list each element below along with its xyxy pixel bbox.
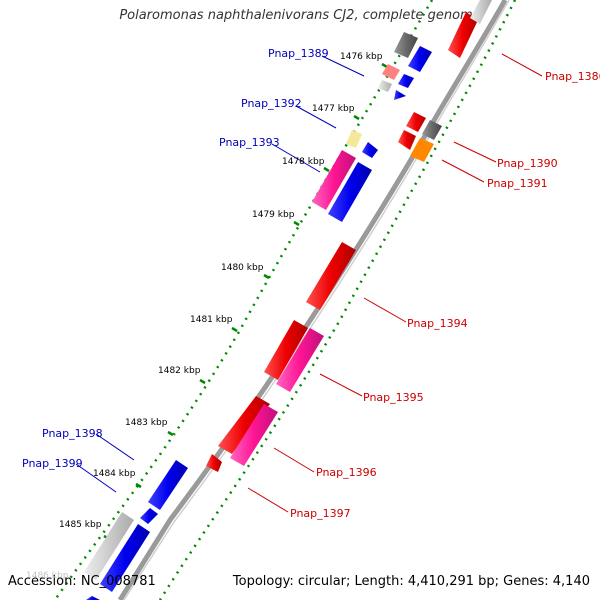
map-title: Polaromonas naphthalenivorans CJ2, compl…	[119, 8, 481, 23]
accession-text: Accession: NC_008781	[8, 574, 156, 589]
leader-pnap-1391	[441, 159, 485, 183]
kbp-label-group: 1476 kbp 1477 kbp 1478 kbp 1479 kbp 1480…	[26, 52, 383, 581]
gene-pnap-1399[interactable]	[140, 508, 158, 524]
gene-label[interactable]: Pnap_1399	[22, 457, 83, 470]
forward-label-group: Pnap_1389 Pnap_1392 Pnap_1393 Pnap_1398 …	[22, 47, 329, 470]
gene-pnap-1395-a[interactable]	[264, 320, 308, 380]
kbp-major-tick	[231, 326, 238, 333]
kbp-major-tick	[263, 273, 270, 280]
leader-pnap-1386	[501, 53, 543, 77]
kbp-label: 1484 kbp	[93, 469, 136, 479]
gene-pnap-1396[interactable]	[230, 404, 278, 466]
gene-blue-small[interactable]	[394, 90, 406, 100]
gene-gray-top[interactable]	[394, 32, 418, 58]
gene-pnap-1395[interactable]	[276, 328, 324, 392]
leader-pnap-1395	[319, 373, 363, 397]
reverse-gene-group	[206, 0, 492, 472]
kbp-label: 1481 kbp	[190, 315, 233, 325]
leader-line-group	[75, 53, 543, 513]
gene-blue-1399[interactable]	[100, 524, 150, 592]
gene-label[interactable]: Pnap_1391	[487, 177, 548, 190]
gene-label[interactable]: Pnap_1397	[290, 507, 351, 520]
gene-label[interactable]: Pnap_1394	[407, 317, 468, 330]
gene-pnap-1392[interactable]	[346, 130, 362, 148]
forward-gene-group	[84, 32, 432, 600]
outer-tick-track	[53, 0, 434, 600]
kbp-label: 1477 kbp	[312, 104, 355, 114]
kbp-label: 1476 kbp	[340, 52, 383, 62]
gene-pnap-1389[interactable]	[382, 64, 400, 80]
gene-pnap-1386[interactable]	[448, 12, 478, 58]
kbp-major-tick	[199, 378, 206, 385]
kbp-major-tick	[353, 114, 360, 121]
leader-pnap-1399	[75, 463, 117, 493]
gene-label[interactable]: Pnap_1393	[219, 136, 280, 149]
kbp-label: 1483 kbp	[125, 418, 168, 428]
gene-label[interactable]: Pnap_1392	[241, 97, 302, 110]
kbp-major-tick	[293, 220, 300, 227]
gene-blue-bottom[interactable]	[86, 596, 100, 600]
reverse-label-group: Pnap_1386 Pnap_1390 Pnap_1391 Pnap_1394 …	[290, 70, 600, 520]
topology-text: Topology: circular; Length: 4,410,291 bp…	[232, 574, 590, 589]
gene-label[interactable]: Pnap_1390	[497, 157, 558, 170]
gene-label[interactable]: Pnap_1389	[268, 47, 329, 60]
gene-pnap-1390[interactable]	[406, 112, 426, 132]
gene-label[interactable]: Pnap_1396	[316, 466, 377, 479]
kbp-label: 1478 kbp	[282, 157, 325, 167]
gene-blue-1389[interactable]	[398, 74, 414, 88]
gene-blue-1392[interactable]	[362, 142, 378, 158]
kbp-label: 1485 kbp	[59, 520, 102, 530]
gene-blue-1393[interactable]	[328, 162, 372, 222]
gene-red-small[interactable]	[398, 130, 416, 150]
leader-pnap-1397	[247, 487, 289, 513]
gene-light-1389[interactable]	[378, 80, 392, 92]
gene-light-1399[interactable]	[84, 512, 134, 580]
kbp-major-tick	[381, 62, 388, 69]
gene-pnap-1398[interactable]	[148, 460, 188, 510]
gene-label[interactable]: Pnap_1395	[363, 391, 424, 404]
leader-pnap-1392	[295, 105, 337, 129]
kbp-major-tick	[323, 166, 330, 173]
leader-pnap-1398	[95, 433, 135, 461]
gene-pnap-1393[interactable]	[312, 150, 356, 210]
gene-pnap-1391[interactable]	[410, 138, 434, 162]
kbp-label: 1480 kbp	[221, 263, 264, 273]
leader-pnap-1389	[321, 55, 365, 77]
leader-pnap-1390	[453, 141, 497, 163]
gene-blue-top[interactable]	[408, 46, 432, 72]
gene-label[interactable]: Pnap_1398	[42, 427, 103, 440]
kbp-label: 1482 kbp	[158, 366, 201, 376]
gene-pnap-1397[interactable]	[206, 454, 222, 472]
gene-pnap-1394[interactable]	[306, 242, 356, 310]
gene-pnap-1396-a[interactable]	[218, 396, 270, 454]
gene-pnap-1386-part[interactable]	[470, 0, 492, 24]
gene-label[interactable]: Pnap_1386	[545, 70, 600, 83]
kbp-major-tick	[167, 430, 174, 437]
leader-pnap-1396	[273, 447, 315, 473]
kbp-label: 1486 kbp	[26, 571, 69, 581]
gene-gray-small[interactable]	[422, 120, 442, 140]
kbp-label: 1479 kbp	[252, 210, 295, 220]
leader-pnap-1394	[363, 297, 407, 323]
kbp-major-tick	[135, 482, 142, 489]
leader-pnap-1393	[271, 143, 321, 173]
